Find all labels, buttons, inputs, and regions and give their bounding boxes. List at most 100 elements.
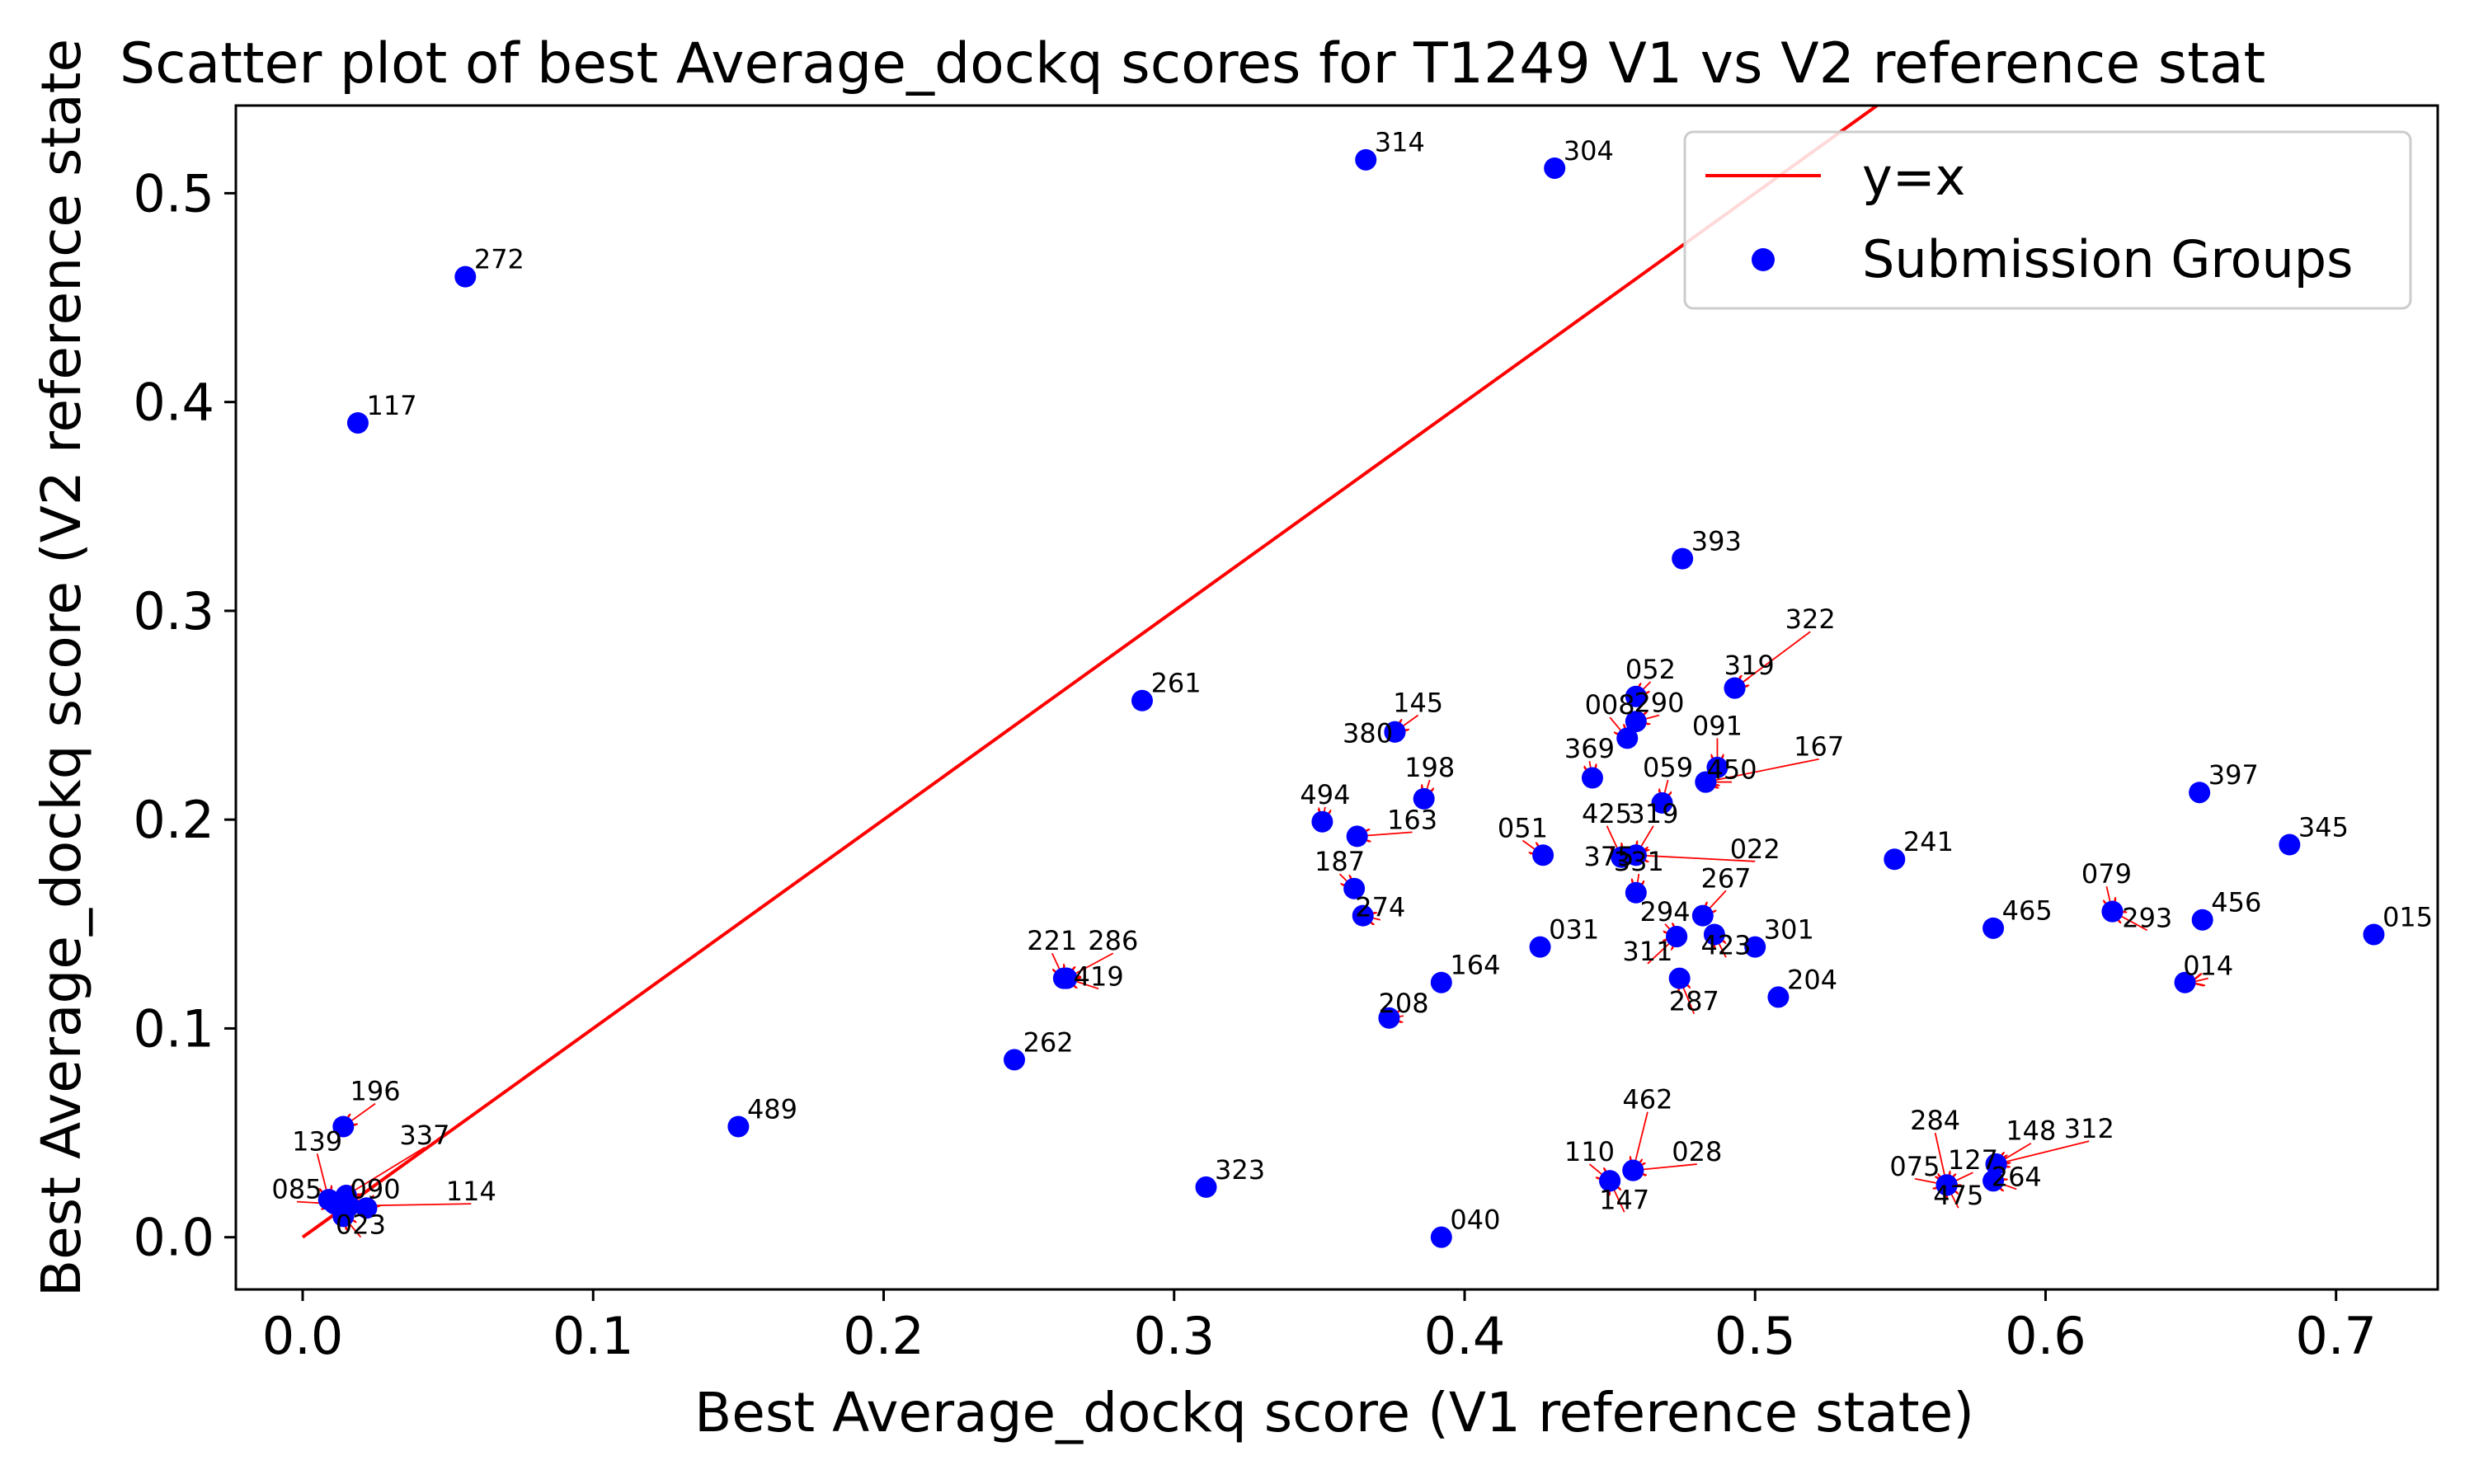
point-label-015: 015: [2382, 901, 2433, 932]
point-label-450: 450: [1707, 754, 1757, 786]
data-point-322: [1724, 677, 1746, 699]
point-label-148: 148: [2006, 1115, 2056, 1147]
data-point-311: [1666, 925, 1688, 947]
data-point-314: [1355, 148, 1377, 171]
point-label-127: 127: [1948, 1144, 1998, 1176]
point-label-304: 304: [1564, 135, 1614, 167]
point-label-323: 323: [1215, 1154, 1265, 1186]
x-tick-label: 0.1: [553, 1306, 634, 1366]
y-tick-label: 0.4: [133, 373, 214, 433]
data-point-456: [2191, 909, 2213, 931]
point-label-264: 264: [1992, 1161, 2042, 1192]
data-point-090: [355, 1197, 378, 1219]
data-point-267: [1691, 904, 1714, 927]
annotation-arrow-167: [1705, 758, 1819, 782]
x-tick-label: 0.0: [262, 1306, 344, 1366]
point-label-014: 014: [2183, 951, 2233, 982]
point-label-085: 085: [271, 1174, 322, 1205]
legend-point-swatch: [1752, 248, 1775, 271]
data-point-331: [1625, 881, 1647, 904]
point-label-397: 397: [2208, 759, 2259, 791]
annotation-arrow-337: [346, 1147, 426, 1195]
data-point-204: [1767, 986, 1790, 1008]
data-point-475: [1935, 1174, 1958, 1196]
y-tick-label: 0.5: [133, 163, 214, 223]
point-label-008: 008: [1585, 689, 1635, 721]
data-point-117: [346, 411, 369, 434]
data-point-262: [1004, 1049, 1026, 1071]
point-label-423: 423: [1700, 929, 1751, 960]
data-point-163: [1346, 825, 1368, 848]
point-label-208: 208: [1378, 988, 1428, 1019]
plot-frame: [234, 104, 2439, 1291]
point-label-187: 187: [1315, 846, 1365, 877]
data-point-114: [338, 1195, 360, 1217]
data-point-465: [1982, 917, 2005, 939]
data-point-059: [1651, 791, 1673, 814]
data-point-187: [1343, 877, 1366, 899]
chart-title: Scatter plot of best Average_dockq score…: [120, 31, 2265, 96]
data-point-369: [1581, 767, 1603, 789]
point-label-462: 462: [1622, 1084, 1672, 1115]
data-point-040: [1430, 1226, 1452, 1248]
point-label-301: 301: [1764, 914, 1814, 946]
point-label-052: 052: [1625, 654, 1676, 685]
data-point-052: [1625, 685, 1647, 707]
data-point-489: [727, 1115, 750, 1138]
data-point-167: [1695, 771, 1717, 793]
point-label-489: 489: [747, 1093, 797, 1125]
data-point-323: [1195, 1176, 1217, 1198]
data-point-031: [1529, 936, 1551, 958]
point-label-079: 079: [2081, 858, 2132, 890]
legend-box: [1683, 130, 2412, 310]
data-point-290: [1625, 711, 1647, 733]
point-label-475: 475: [1933, 1180, 1983, 1211]
x-tick-label: 0.2: [843, 1306, 924, 1366]
data-point-139: [317, 1189, 340, 1211]
data-point-345: [2279, 834, 2301, 856]
point-label-286: 286: [1088, 925, 1138, 956]
point-label-198: 198: [1404, 752, 1455, 783]
point-label-022: 022: [1730, 834, 1780, 865]
x-tick-label: 0.5: [1714, 1306, 1796, 1366]
point-label-319: 319: [1628, 798, 1678, 829]
legend-label-reference: y=x: [1862, 147, 1965, 207]
point-label-040: 040: [1450, 1205, 1500, 1236]
legend: y=x Submission Groups: [1683, 130, 2412, 310]
point-label-322: 322: [1785, 603, 1836, 635]
point-label-314: 314: [1375, 127, 1425, 158]
point-label-287: 287: [1669, 986, 1719, 1017]
point-label-494: 494: [1300, 779, 1350, 810]
data-point-423: [1703, 923, 1725, 946]
point-label-059: 059: [1643, 752, 1693, 783]
point-label-380: 380: [1343, 717, 1393, 749]
point-label-164: 164: [1450, 950, 1500, 981]
x-tick-label: 0.4: [1424, 1306, 1506, 1366]
point-label-261: 261: [1151, 668, 1202, 699]
data-point-274: [1352, 904, 1374, 927]
point-label-331: 331: [1614, 846, 1664, 877]
x-axis-title: Best Average_dockq score (V1 reference s…: [694, 1381, 1974, 1444]
point-label-051: 051: [1498, 812, 1548, 843]
y-tick-label: 0.0: [133, 1208, 214, 1268]
x-axis: 0.0 0.1 0.2 0.3 0.4 0.5 0.6 0.7: [262, 1289, 2377, 1366]
data-point-051: [1532, 844, 1554, 866]
point-label-369: 369: [1564, 733, 1615, 764]
y-axis: 0.0 0.1 0.2 0.3 0.4 0.5: [133, 163, 236, 1268]
point-label-262: 262: [1023, 1026, 1074, 1058]
data-point-015: [2363, 923, 2385, 946]
point-label-221: 221: [1027, 925, 1077, 956]
x-tick-label: 0.3: [1133, 1306, 1215, 1366]
y-axis-title: Best Average_dockq score (V2 reference s…: [30, 39, 93, 1297]
point-label-274: 274: [1355, 892, 1405, 923]
point-label-117: 117: [367, 390, 417, 421]
point-label-312: 312: [2064, 1113, 2114, 1144]
point-label-290: 290: [1634, 688, 1684, 719]
point-label-456: 456: [2211, 887, 2261, 918]
y-tick-label: 0.2: [133, 790, 214, 850]
data-point-293: [2101, 900, 2124, 923]
point-label-090: 090: [350, 1174, 401, 1205]
point-label-393: 393: [1691, 525, 1742, 556]
data-point-147: [1599, 1170, 1621, 1192]
point-label-110: 110: [1564, 1136, 1615, 1167]
